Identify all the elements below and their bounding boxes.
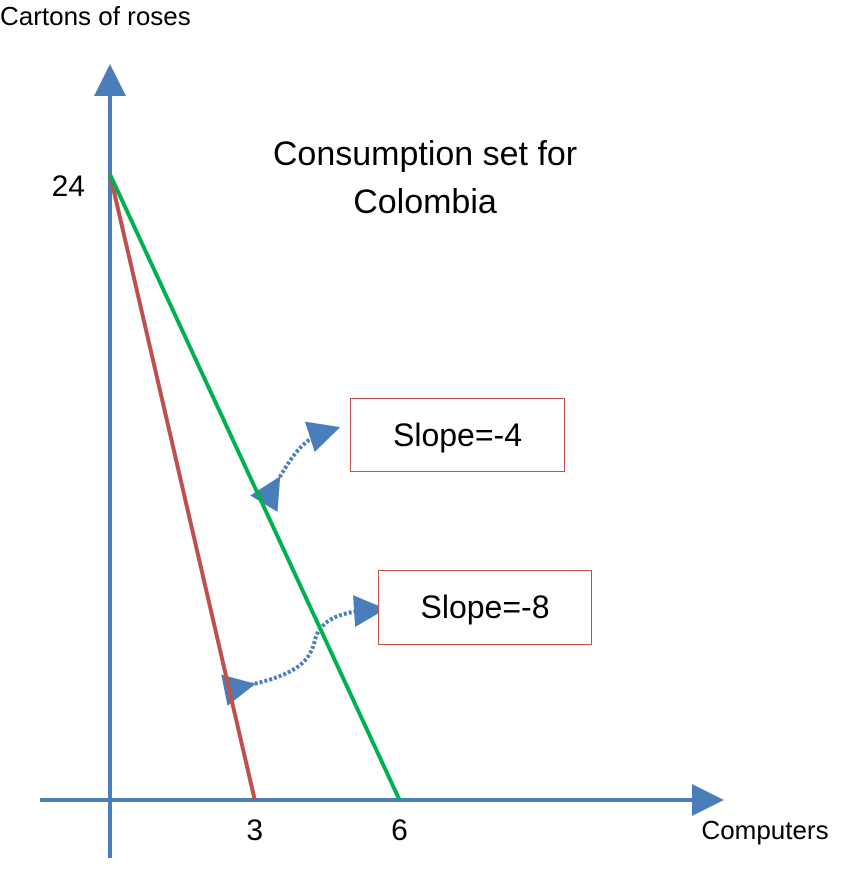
y-axis-label: Cartons of roses	[0, 1, 191, 31]
x-tick-label: 6	[391, 814, 408, 847]
pointer-arrow	[250, 421, 341, 512]
y-tick-label: 24	[52, 170, 85, 203]
x-axis-label: Computers	[701, 815, 828, 845]
chart-title: Consumption set for Colombia	[272, 135, 578, 221]
annotation: Slope=-8	[378, 570, 592, 645]
annotation: Slope=-4	[350, 398, 565, 472]
pointer-arrow	[221, 595, 386, 706]
line-series	[108, 173, 402, 801]
line-series	[108, 173, 257, 801]
x-tick-label: 3	[246, 814, 263, 847]
